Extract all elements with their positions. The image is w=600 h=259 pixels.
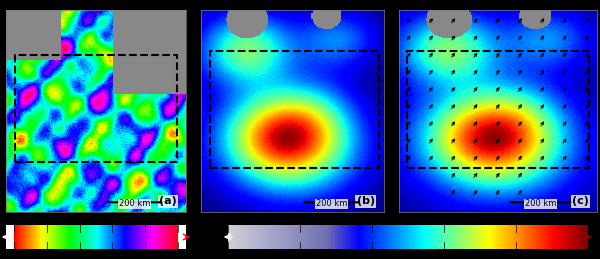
Text: 200 km: 200 km	[525, 199, 556, 208]
Text: (b): (b)	[357, 196, 375, 206]
Bar	[15, 55, 177, 162]
Text: (c): (c)	[572, 196, 589, 206]
Bar	[210, 51, 379, 168]
Text: (a): (a)	[159, 196, 177, 206]
Text: 200 km: 200 km	[119, 199, 151, 208]
Text: 200 km: 200 km	[316, 199, 347, 208]
Bar	[407, 51, 589, 168]
